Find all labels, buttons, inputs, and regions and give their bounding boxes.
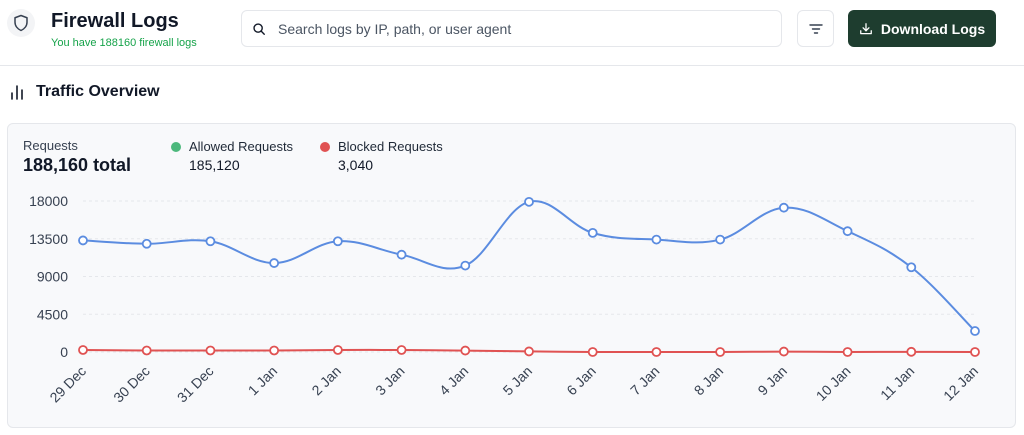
data-point-blocked[interactable] [778, 346, 789, 357]
legend-blocked-label: Blocked Requests [338, 139, 443, 154]
legend-blocked: Blocked Requests [320, 139, 443, 154]
data-point-allowed[interactable] [396, 249, 407, 260]
legend-dot-allowed [171, 141, 181, 152]
bar-chart-icon [11, 85, 23, 100]
x-tick-label: 31 Dec [174, 363, 217, 406]
search-box[interactable] [241, 10, 782, 47]
filter-icon [808, 23, 823, 34]
data-point-blocked[interactable] [715, 347, 726, 357]
data-point-blocked[interactable] [269, 345, 280, 356]
data-point-blocked[interactable] [906, 346, 917, 357]
data-point-allowed[interactable] [460, 260, 471, 271]
x-tick-label: 12 Jan [940, 363, 981, 404]
data-point-allowed[interactable] [524, 196, 534, 207]
data-point-allowed[interactable] [332, 236, 343, 247]
download-icon [859, 22, 872, 34]
x-tick-label: 10 Jan [813, 363, 854, 404]
y-tick-label: 13500 [29, 231, 68, 247]
x-tick-label: 3 Jan [372, 363, 408, 399]
data-point-blocked[interactable] [587, 347, 598, 357]
y-tick-label: 18000 [29, 193, 68, 209]
data-point-allowed[interactable] [906, 262, 917, 273]
data-point-allowed[interactable] [141, 238, 152, 249]
shield-icon [14, 14, 28, 32]
filter-button[interactable] [797, 10, 834, 47]
data-point-allowed[interactable] [78, 235, 88, 246]
app-header: Firewall Logs You have 188160 firewall l… [0, 0, 1024, 66]
y-tick-label: 4500 [37, 306, 68, 322]
download-button-label: Download Logs [880, 20, 986, 37]
data-point-blocked[interactable] [970, 347, 980, 357]
data-point-allowed[interactable] [269, 258, 280, 268]
data-point-allowed[interactable] [651, 234, 662, 245]
traffic-chart-card: Requests 188,160 total Allowed Requests … [7, 123, 1016, 428]
data-point-blocked[interactable] [524, 346, 534, 357]
data-point-allowed[interactable] [587, 227, 598, 238]
download-logs-button[interactable]: Download Logs [848, 10, 996, 47]
legend-allowed-label: Allowed Requests [189, 139, 294, 154]
allowed-count: 185,120 [189, 157, 240, 173]
legend-allowed: Allowed Requests [171, 139, 293, 154]
data-point-blocked[interactable] [842, 347, 853, 357]
log-count-text: You have 188160 firewall logs [51, 37, 197, 49]
section-title: Traffic Overview [36, 83, 160, 100]
data-point-allowed[interactable] [715, 234, 726, 245]
x-tick-label: 4 Jan [436, 363, 472, 399]
blocked-count: 3,040 [338, 157, 374, 173]
x-tick-label: 8 Jan [691, 363, 727, 399]
y-tick-label: 0 [60, 344, 68, 360]
traffic-line-chart: 18000 13500 9000 4500 0 29 Dec 30 Dec 31 Dec 1 J… [29, 193, 981, 406]
data-point-allowed[interactable] [842, 226, 853, 237]
data-point-blocked[interactable] [460, 345, 471, 356]
logo [7, 9, 35, 37]
data-point-allowed[interactable] [778, 202, 789, 213]
legend-dot-blocked [320, 141, 330, 152]
x-tick-label: 11 Jan [877, 363, 917, 403]
x-tick-label: 2 Jan [308, 363, 344, 399]
x-tick-label: 30 Dec [110, 363, 153, 406]
x-tick-label: 1 Jan [245, 363, 281, 399]
data-point-blocked[interactable] [78, 345, 88, 355]
data-point-blocked[interactable] [141, 345, 152, 356]
x-tick-label: 6 Jan [563, 363, 599, 399]
x-tick-label: 5 Jan [500, 363, 536, 399]
data-point-blocked[interactable] [651, 347, 662, 357]
data-point-allowed[interactable] [970, 326, 980, 336]
series-line-allowed [82, 200, 976, 332]
data-point-blocked[interactable] [396, 345, 407, 355]
search-icon [253, 23, 265, 35]
x-tick-label: 29 Dec [46, 363, 89, 406]
data-point-blocked[interactable] [332, 345, 343, 355]
x-tick-label: 7 Jan [627, 363, 663, 399]
page-title: Firewall Logs [51, 10, 179, 32]
search-input[interactable] [278, 11, 773, 46]
data-point-blocked[interactable] [205, 345, 216, 356]
data-point-allowed[interactable] [205, 236, 216, 247]
x-tick-label: 9 Jan [754, 363, 790, 399]
y-tick-label: 9000 [37, 269, 68, 285]
requests-label: Requests [23, 138, 78, 153]
section-header: Traffic Overview [10, 80, 160, 104]
requests-total: 188,160 total [23, 155, 132, 175]
